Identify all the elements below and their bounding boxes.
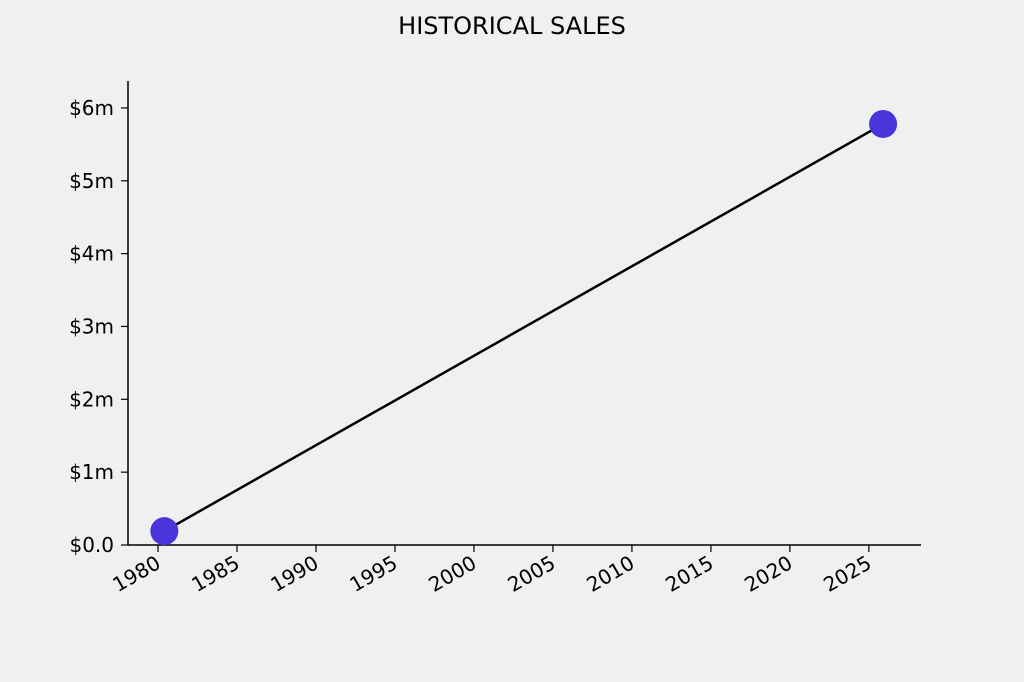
x-tick-label: 2000 xyxy=(424,551,480,597)
x-tick-label: 1980 xyxy=(108,551,164,597)
x-tick-label: 2015 xyxy=(661,551,717,597)
marker xyxy=(150,517,179,546)
x-tick-label: 2005 xyxy=(503,551,559,597)
x-tick-label: 1985 xyxy=(187,551,243,597)
y-tick-label: $3m xyxy=(69,314,114,338)
y-tick-label: $1m xyxy=(69,460,114,484)
y-tick-label: $4m xyxy=(69,242,114,266)
x-tick-label: 2020 xyxy=(740,551,796,597)
y-tick-label: $2m xyxy=(69,387,114,411)
x-tick-label: 2010 xyxy=(582,551,638,597)
x-tick-label: 2025 xyxy=(819,551,875,597)
marker xyxy=(869,109,898,138)
x-tick-label: 1995 xyxy=(345,551,401,597)
y-tick-label: $5m xyxy=(69,169,114,193)
y-tick-label: $6m xyxy=(69,96,114,120)
line xyxy=(163,122,884,533)
x-tick-label: 1990 xyxy=(266,551,322,597)
y-tick-label: $0.0 xyxy=(69,533,114,557)
chart-title: HISTORICAL SALES xyxy=(398,12,626,40)
